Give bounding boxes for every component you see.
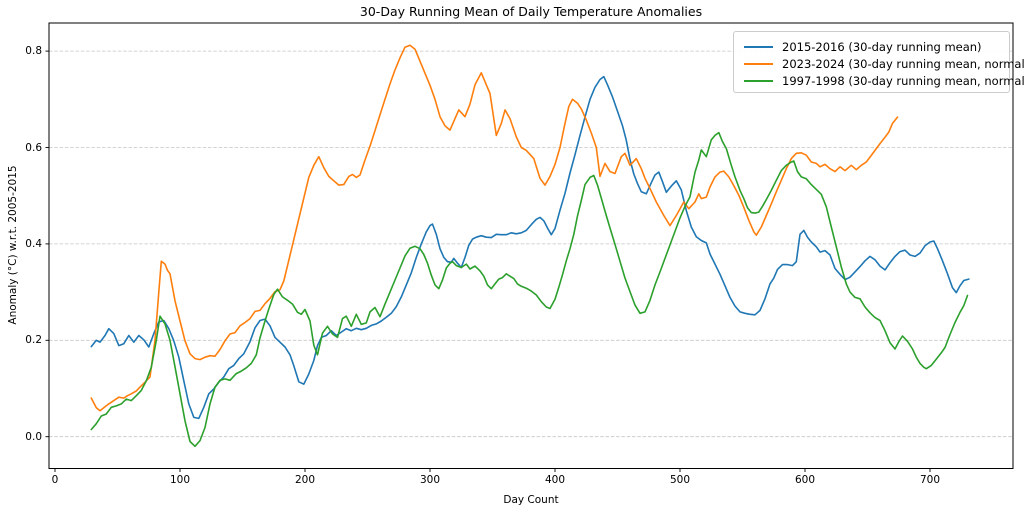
x-tick-label: 500 — [669, 474, 691, 486]
legend-label: 2015-2016 (30-day running mean) — [782, 39, 982, 54]
legend-label: 2023-2024 (30-day running mean, normaliz… — [782, 56, 1024, 71]
x-tick-label: 100 — [169, 474, 191, 486]
chart-title: 30-Day Running Mean of Daily Temperature… — [359, 4, 703, 19]
data-line-1997-1998 — [90, 131, 969, 448]
x-tick-label: 200 — [294, 474, 316, 486]
legend-line-swatch — [744, 79, 773, 82]
legend: 2015-2016 (30-day running mean) 2023-2024… — [733, 31, 1024, 93]
x-tick-label: 300 — [419, 474, 441, 486]
x-tick-label: 600 — [794, 474, 816, 486]
x-tick-label: 400 — [544, 474, 566, 486]
data-line-2015-2016 — [90, 75, 970, 420]
axes-frame — [48, 22, 1014, 469]
legend-item: 1997-1998 (30-day running mean, normaliz… — [744, 72, 1024, 89]
y-tick-label: 0.8 — [25, 45, 42, 58]
data-line-2023-2024 — [90, 44, 899, 412]
legend-item: 2015-2016 (30-day running mean) — [744, 38, 1001, 55]
y-tick-label: 0.2 — [25, 334, 42, 347]
y-tick-label: 0.4 — [25, 237, 42, 250]
x-tick-label: 700 — [919, 474, 941, 486]
y-tick-label: 0.6 — [25, 141, 42, 154]
y-tick-label: 0.0 — [25, 430, 42, 443]
legend-label: 1997-1998 (30-day running mean, normaliz… — [782, 73, 1024, 88]
legend-line-swatch — [744, 62, 773, 65]
legend-item: 2023-2024 (30-day running mean, normaliz… — [744, 55, 1024, 72]
x-tick-label: 0 — [51, 474, 59, 486]
x-axis-label: Day Count — [503, 494, 559, 506]
legend-line-swatch — [744, 45, 773, 48]
